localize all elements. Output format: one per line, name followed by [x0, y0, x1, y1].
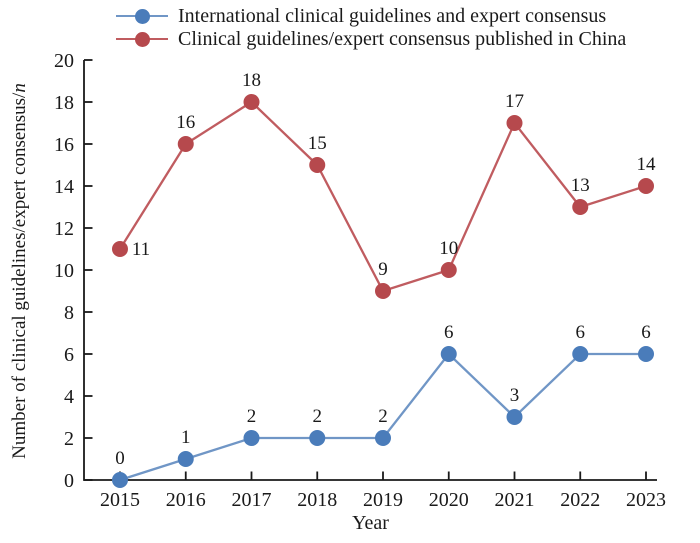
legend-swatch [116, 8, 168, 24]
data-point-marker [638, 178, 654, 194]
legend-swatch [116, 31, 168, 47]
axis-spines [83, 60, 657, 481]
legend-item-china: Clinical guidelines/expert consensus pub… [116, 28, 626, 50]
data-point-label: 6 [641, 322, 651, 343]
data-point-label: 2 [247, 406, 257, 427]
data-point-label: 6 [444, 322, 454, 343]
data-point-label: 9 [378, 259, 388, 280]
data-point-marker [309, 157, 326, 173]
data-point-label: 16 [176, 112, 195, 133]
data-point-marker [638, 346, 654, 362]
data-point-marker [177, 136, 194, 152]
y-axis-title-text: Number of clinical guidelines/expert con… [9, 92, 30, 459]
data-point-marker [506, 115, 523, 131]
y-tick-label: 6 [64, 344, 74, 366]
legend-marker-icon [134, 31, 150, 47]
data-point-marker [309, 430, 326, 446]
x-tick-label: 2017 [232, 489, 272, 511]
x-tick-label: 2021 [495, 489, 535, 511]
data-point-marker [112, 472, 128, 488]
x-axis-title: Year [352, 512, 389, 534]
data-point-label: 11 [132, 239, 150, 260]
series-1: 11 16 18 15 9 10 17 13 14 [112, 70, 656, 299]
data-point-marker [572, 346, 589, 362]
axes [83, 59, 657, 481]
y-tick-labels: 0 2 4 6 8 10 12 14 16 18 20 [54, 50, 74, 492]
data-point-marker [243, 94, 260, 110]
data-point-marker [375, 430, 391, 446]
x-tick-label: 2015 [100, 489, 140, 511]
data-labels: 11 16 18 15 9 10 17 13 14 [132, 70, 656, 280]
series-0: 0 1 2 2 2 6 3 6 6 [112, 322, 654, 488]
y-tick-label: 4 [64, 386, 74, 408]
x-tick-label: 2019 [363, 489, 403, 511]
chart-legend: International clinical guidelines and ex… [116, 5, 626, 51]
data-point-label: 15 [308, 133, 327, 154]
data-point-label: 0 [115, 448, 125, 469]
data-point-marker [112, 241, 128, 257]
y-tick-label: 10 [54, 260, 74, 282]
y-tick-label: 12 [54, 218, 74, 240]
data-point-label: 10 [439, 238, 458, 259]
data-point-label: 1 [181, 427, 191, 448]
data-point-label: 13 [571, 175, 590, 196]
x-tick-labels: 2015 2016 2017 2018 2019 2020 2021 2022 2023 [100, 489, 666, 511]
data-point-label: 2 [313, 406, 323, 427]
x-tick-label: 2023 [626, 489, 666, 511]
y-tick-label: 0 [64, 470, 74, 492]
data-point-marker [243, 430, 260, 446]
data-point-label: 3 [510, 385, 520, 406]
legend-marker-icon [134, 8, 150, 24]
data-point-marker [440, 262, 457, 278]
data-point-label: 6 [576, 322, 586, 343]
y-tick-label: 20 [54, 50, 74, 72]
x-tick-label: 2022 [560, 489, 600, 511]
data-point-label: 14 [637, 154, 657, 175]
x-tick-label: 2018 [297, 489, 337, 511]
data-point-marker [506, 409, 523, 425]
data-point-marker [177, 451, 194, 467]
data-point-marker [375, 283, 391, 299]
x-tick-label: 2016 [166, 489, 206, 511]
y-tick-label: 16 [54, 134, 74, 156]
legend-label: Clinical guidelines/expert consensus pub… [178, 27, 627, 50]
legend-label: International clinical guidelines and ex… [178, 4, 607, 27]
data-point-marker [440, 346, 457, 362]
y-tick-label: 8 [64, 302, 74, 324]
y-tick-label: 18 [54, 92, 74, 114]
data-point-marker [572, 199, 589, 215]
data-labels: 0 1 2 2 2 6 3 6 6 [115, 322, 651, 469]
y-tick-label: 14 [54, 176, 74, 198]
x-tick-label: 2020 [429, 489, 469, 511]
data-point-label: 18 [242, 70, 261, 91]
legend-item-international: International clinical guidelines and ex… [116, 5, 626, 27]
data-point-label: 2 [378, 406, 388, 427]
y-tick-label: 2 [64, 428, 74, 450]
y-axis-title: Number of clinical guidelines/expert con… [9, 51, 33, 491]
data-point-label: 17 [505, 91, 524, 112]
y-axis-title-variable: n [9, 83, 30, 93]
